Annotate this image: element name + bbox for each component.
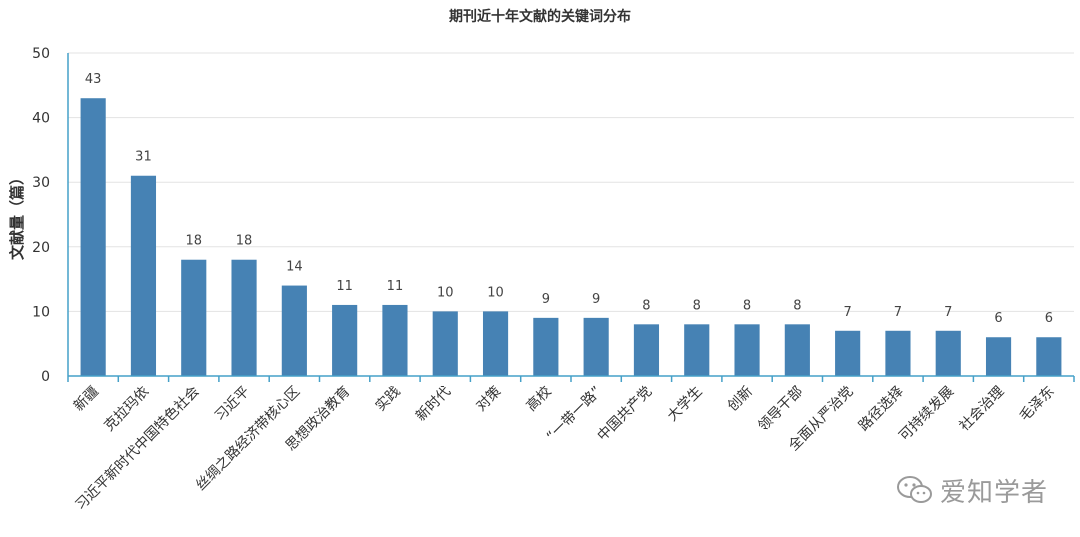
y-tick-label: 10 [32, 304, 50, 320]
bar-value-label: 31 [135, 150, 152, 165]
x-tick-label: 新疆 [71, 384, 102, 415]
bar [382, 304, 408, 376]
bar-value-label: 43 [85, 72, 102, 87]
bar [181, 259, 207, 376]
axes [67, 53, 1075, 382]
y-axis-ticks: 0 10 20 30 40 50 [32, 46, 50, 385]
bar-value-label: 7 [844, 305, 852, 320]
x-tick-label: 社会治理 [956, 384, 1007, 435]
x-tick-label: 创新 [725, 384, 756, 415]
bar-value-label: 18 [236, 234, 253, 249]
x-tick-label: 领导干部 [755, 384, 806, 435]
bar-value-label: 11 [336, 279, 353, 294]
bar [281, 285, 307, 376]
x-tick-label: 对策 [473, 383, 505, 415]
bar [533, 317, 559, 376]
y-axis-label: 文献量（篇） [8, 170, 26, 260]
bar-value-label: 9 [542, 292, 550, 307]
bar [885, 330, 911, 376]
bar-value-label: 14 [286, 260, 303, 275]
y-tick-label: 0 [41, 369, 50, 385]
bar-value-label: 11 [387, 279, 404, 294]
bar [231, 259, 257, 376]
watermark-text: 爱知学者 [940, 477, 1049, 508]
bar [1036, 337, 1062, 376]
bar [80, 98, 106, 376]
x-tick-label: 路径选择 [856, 384, 907, 435]
bar-value-label: 6 [994, 311, 1002, 326]
bar-value-label: 8 [743, 298, 751, 313]
x-tick-label: 高校 [523, 383, 555, 415]
x-tick-label: 新时代 [413, 384, 454, 425]
x-tick-label: 大学生 [665, 384, 706, 425]
bars [80, 98, 1062, 376]
bar-value-label: 10 [437, 285, 454, 300]
bar [432, 311, 458, 376]
data-labels: 43 31 18 18 14 11 11 10 10 9 9 8 8 8 8 7 7 7 6 6 [85, 72, 1053, 326]
bar [633, 324, 660, 376]
x-tick-label: 实践 [373, 384, 404, 415]
bar-value-label: 7 [944, 305, 952, 320]
bar [583, 317, 609, 376]
wechat-icon [897, 476, 932, 503]
x-tick-label: 可持续发展 [896, 383, 958, 445]
bar [684, 324, 710, 376]
y-tick-label: 30 [32, 175, 50, 191]
bar [332, 304, 358, 376]
bar-value-label: 6 [1045, 311, 1053, 326]
bar-value-label: 8 [693, 298, 701, 313]
watermark: 爱知学者 [896, 472, 1048, 508]
y-tick-label: 50 [32, 46, 50, 62]
x-tick-label: 克拉玛依 [101, 384, 152, 435]
y-tick-label: 20 [32, 240, 50, 256]
bar [935, 330, 961, 376]
bar-value-label: 10 [487, 285, 504, 300]
bar [985, 337, 1012, 376]
bar-value-label: 8 [793, 298, 801, 313]
x-tick-label: 习近平 [212, 384, 253, 425]
bar [734, 324, 760, 376]
bar [784, 324, 810, 376]
bar-value-label: 9 [592, 292, 600, 307]
y-tick-label: 40 [32, 111, 50, 127]
bar-value-label: 18 [185, 234, 202, 249]
bar-value-label: 8 [642, 298, 650, 313]
chart-title: 期刊近十年文献的关键词分布 [449, 8, 631, 25]
bar [130, 175, 157, 376]
bar [835, 330, 861, 376]
bar-value-label: 7 [894, 305, 902, 320]
x-tick-label: 毛泽东 [1017, 384, 1058, 425]
bar [482, 311, 509, 376]
x-tick-label: 中国共产党 [594, 384, 655, 445]
grid-lines [68, 52, 1074, 312]
